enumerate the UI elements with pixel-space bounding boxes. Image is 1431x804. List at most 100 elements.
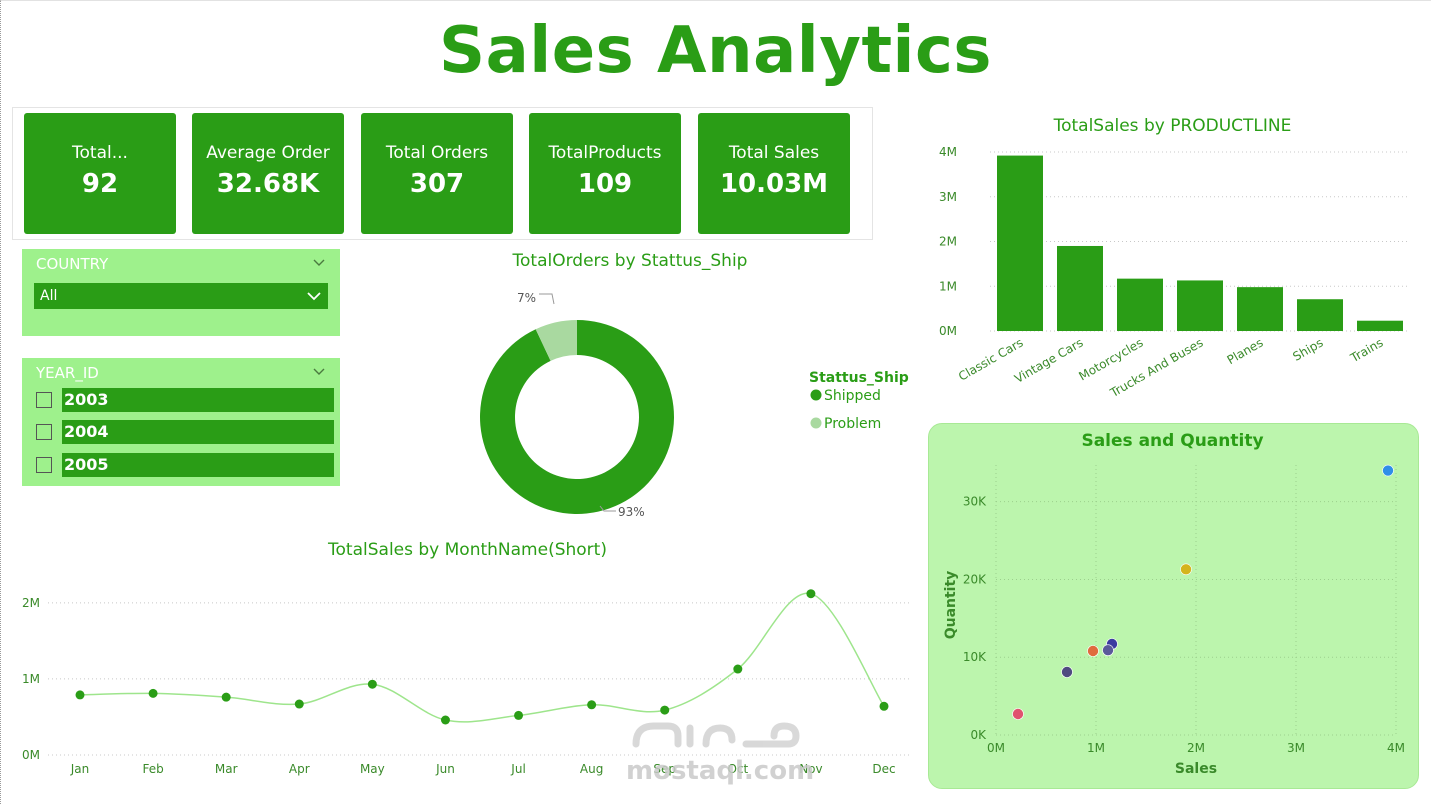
kpi-value: 307 xyxy=(409,169,465,199)
chevron-down-icon[interactable] xyxy=(312,364,326,378)
kpi-label: Average Order xyxy=(206,143,330,163)
scatter-point-2 xyxy=(1180,563,1192,576)
country-dropdown[interactable]: All xyxy=(34,283,328,309)
slice-label-problem: 7% xyxy=(517,291,536,305)
bar-trucks-and-buses xyxy=(1177,280,1223,331)
line-point-aug xyxy=(587,700,597,710)
watermark-logo-icon xyxy=(632,722,800,748)
scatter-chart-title: Sales and Quantity xyxy=(1081,431,1264,451)
kpi-card-total-products[interactable]: TotalProducts 109 xyxy=(529,113,681,234)
checkbox[interactable] xyxy=(36,392,52,408)
bar-classic-cars xyxy=(997,155,1043,331)
x-axis-label: Sales xyxy=(1175,761,1217,777)
y-tick-label: 2M xyxy=(939,235,957,249)
kpi-panel xyxy=(12,107,873,240)
line-point-mar xyxy=(221,692,231,702)
x-tick-label: 0M xyxy=(987,741,1005,755)
legend-item-shipped: Shipped xyxy=(824,388,881,404)
y-tick-label: 0M xyxy=(22,748,40,762)
page-title: Sales Analytics xyxy=(439,14,992,88)
y-tick-label: 0K xyxy=(970,728,987,742)
donut-slice-shipped xyxy=(479,320,674,514)
line-point-jan xyxy=(75,690,85,700)
bar-trains xyxy=(1357,320,1403,331)
year-option-label: 2004 xyxy=(62,420,334,444)
bar-vintage-cars xyxy=(1057,245,1103,331)
x-tick-label: Vintage Cars xyxy=(1012,335,1085,385)
x-tick-label: Trains xyxy=(1347,335,1385,365)
line-chart-title: TotalSales by MonthName(Short) xyxy=(328,540,607,560)
y-tick-label: 1M xyxy=(939,279,957,293)
leader-line xyxy=(599,505,616,512)
chevron-down-icon[interactable] xyxy=(312,255,326,269)
line-point-apr xyxy=(294,699,304,709)
donut-slice-problem xyxy=(535,320,577,361)
x-tick-label: Apr xyxy=(289,762,310,776)
x-tick-label: Nov xyxy=(799,762,822,776)
scatter-point-4 xyxy=(1102,644,1114,657)
legend-item-problem: Problem xyxy=(824,416,881,432)
x-tick-label: 2M xyxy=(1187,741,1205,755)
x-tick-label: 4M xyxy=(1387,741,1405,755)
legend-title: Stattus_Ship xyxy=(809,370,909,386)
line-point-oct xyxy=(733,664,743,674)
kpi-label: Total... xyxy=(72,143,128,163)
bar-motorcycles xyxy=(1117,278,1163,331)
year-option-label: 2005 xyxy=(62,453,334,477)
scatter-chart: 0K 10K 20K 30K 0M 1M 2M 3M 4M Sales Quantity xyxy=(943,464,1405,777)
line-point-sep xyxy=(660,705,670,715)
x-tick-label: Jul xyxy=(510,762,525,776)
x-tick-label: Jun xyxy=(435,762,455,776)
slice-label-shipped: 93% xyxy=(618,505,645,519)
line-chart: 0M 1M 2M Jan Feb Mar Apr May Jun Jul Aug Sep Oct Nov D… xyxy=(22,589,912,776)
chevron-down-icon xyxy=(307,292,321,301)
line-point-nov xyxy=(806,589,816,599)
leader-line xyxy=(539,293,555,305)
country-slicer-header: COUNTRY xyxy=(36,255,109,273)
kpi-card-total[interactable]: Total... 92 xyxy=(24,113,176,234)
scatter-point-1 xyxy=(1382,464,1394,477)
kpi-label: Total Orders xyxy=(385,143,489,163)
x-tick-label: Planes xyxy=(1225,335,1266,367)
kpi-card-average-order[interactable]: Average Order 32.68K xyxy=(192,113,344,234)
legend-marker-problem xyxy=(810,417,822,429)
y-tick-label: 4M xyxy=(939,145,957,159)
x-tick-label: Sep xyxy=(653,762,676,776)
x-tick-label: May xyxy=(360,762,385,776)
y-tick-label: 1M xyxy=(22,672,40,686)
x-tick-label: Mar xyxy=(215,762,238,776)
kpi-label: TotalProducts xyxy=(548,143,662,163)
watermark-text: mostaql.com xyxy=(626,756,815,786)
kpi-value: 109 xyxy=(577,169,633,199)
kpi-card-total-orders[interactable]: Total Orders 307 xyxy=(361,113,513,234)
bar-ships xyxy=(1297,299,1343,331)
checkbox[interactable] xyxy=(36,457,52,473)
donut-chart-title: TotalOrders by Stattus_Ship xyxy=(512,251,748,271)
x-tick-label: Ships xyxy=(1290,335,1325,363)
line-point-feb xyxy=(148,688,158,698)
scatter-point-5 xyxy=(1087,645,1099,657)
x-tick-label: Jan xyxy=(70,762,90,776)
y-tick-label: 10K xyxy=(963,650,987,664)
kpi-value: 32.68K xyxy=(216,169,320,199)
year-slicer: YEAR_ID 2003 2004 2005 xyxy=(22,358,340,486)
year-slicer-header: YEAR_ID xyxy=(36,364,99,382)
scatter-point-6 xyxy=(1061,666,1073,678)
line-point-may xyxy=(367,679,377,689)
scatter-point-7 xyxy=(1012,708,1024,720)
year-option-label: 2003 xyxy=(62,388,334,412)
checkbox[interactable] xyxy=(36,424,52,440)
line-point-jul xyxy=(514,710,524,720)
x-tick-label: Aug xyxy=(580,762,603,776)
kpi-label: Total Sales xyxy=(728,143,820,163)
x-tick-label: 1M xyxy=(1087,741,1105,755)
kpi-card-total-sales[interactable]: Total Sales 10.03M xyxy=(698,113,850,234)
y-axis-label: Quantity xyxy=(943,571,959,640)
y-tick-label: 0M xyxy=(939,324,957,338)
donut-chart: 7% 93% Stattus_Ship Shipped Problem xyxy=(479,291,909,519)
x-tick-label: 3M xyxy=(1287,741,1305,755)
scatter-card xyxy=(928,423,1419,789)
bar-chart-title: TotalSales by PRODUCTLINE xyxy=(1053,116,1292,136)
line-series xyxy=(79,592,885,723)
